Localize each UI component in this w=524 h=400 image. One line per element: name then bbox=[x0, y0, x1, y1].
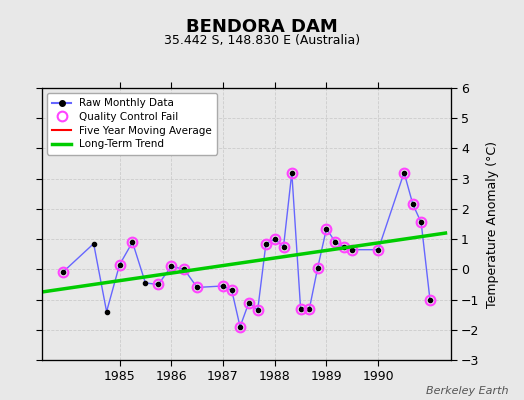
Y-axis label: Temperature Anomaly (°C): Temperature Anomaly (°C) bbox=[486, 140, 499, 308]
Text: BENDORA DAM: BENDORA DAM bbox=[186, 18, 338, 36]
Text: 35.442 S, 148.830 E (Australia): 35.442 S, 148.830 E (Australia) bbox=[164, 34, 360, 47]
Legend: Raw Monthly Data, Quality Control Fail, Five Year Moving Average, Long-Term Tren: Raw Monthly Data, Quality Control Fail, … bbox=[47, 93, 217, 154]
Text: Berkeley Earth: Berkeley Earth bbox=[426, 386, 508, 396]
